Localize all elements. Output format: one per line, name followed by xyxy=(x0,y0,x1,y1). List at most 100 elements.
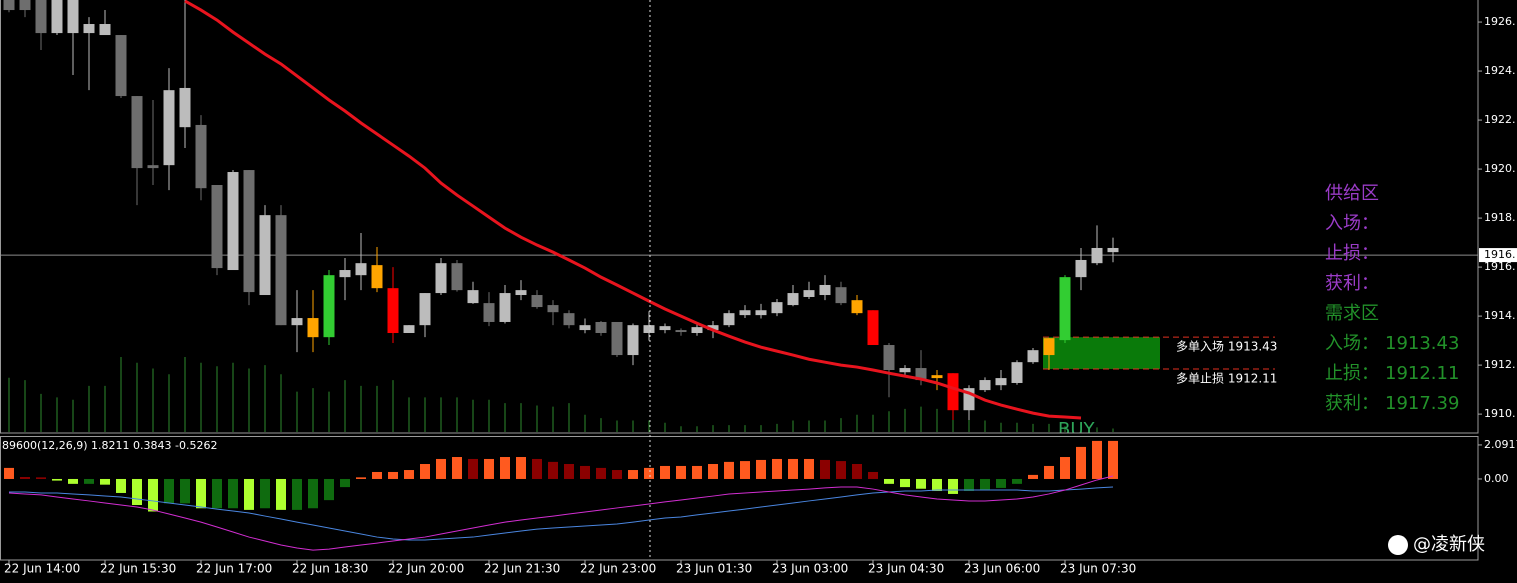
macd-bar xyxy=(516,457,526,479)
x-tick-label: 22 Jun 18:30 xyxy=(292,562,368,576)
candle-body xyxy=(35,0,47,34)
candle-body xyxy=(899,368,911,373)
candle-body xyxy=(547,305,559,313)
candle-body xyxy=(115,35,127,97)
supply-entry: 入场： xyxy=(1325,213,1379,234)
macd-bar xyxy=(628,470,638,479)
macd-bar xyxy=(340,478,350,488)
candle-body xyxy=(819,284,831,296)
candle-body xyxy=(883,345,895,371)
x-tick-label: 23 Jun 07:30 xyxy=(1060,562,1136,576)
macd-bar xyxy=(308,478,318,509)
macd-bar xyxy=(276,478,286,510)
macd-bar xyxy=(404,470,414,479)
demand-stop: 止损： xyxy=(1325,363,1379,384)
macd-bar xyxy=(116,478,126,493)
x-tick-label: 22 Jun 17:00 xyxy=(196,562,272,576)
macd-bar xyxy=(212,478,222,509)
demand-stop-value: 1912.11 xyxy=(1385,363,1459,384)
y-tick-label: 1918. xyxy=(1484,211,1516,224)
macd-bar xyxy=(852,464,862,479)
candle-body xyxy=(163,90,175,166)
macd-bar xyxy=(868,471,878,479)
macd-bar xyxy=(180,478,190,504)
candle-body xyxy=(499,293,511,322)
x-tick-label: 23 Jun 03:00 xyxy=(772,562,848,576)
macd-bar xyxy=(788,458,798,479)
supply-title: 供给区 xyxy=(1325,183,1379,204)
macd-bar xyxy=(1028,474,1038,479)
candle-body xyxy=(339,270,351,278)
candle-body xyxy=(803,290,815,297)
macd-bar xyxy=(724,461,734,479)
macd-bar xyxy=(356,477,366,479)
entry-label: 多单入场 1913.43 xyxy=(1176,340,1277,354)
watermark-icon xyxy=(1388,535,1408,555)
watermark: @凌新侠 xyxy=(1413,534,1485,555)
candle-body xyxy=(403,325,415,334)
candle-body xyxy=(83,24,95,34)
candle-body xyxy=(755,310,767,316)
candle-body xyxy=(227,172,239,271)
macd-bar xyxy=(612,470,622,479)
macd-bar xyxy=(68,478,78,484)
candle-body xyxy=(3,0,15,11)
demand-entry-value: 1913.43 xyxy=(1385,333,1459,354)
macd-bar xyxy=(964,478,974,492)
macd-bar xyxy=(676,465,686,479)
macd-bar xyxy=(596,467,606,479)
macd-bar xyxy=(20,477,30,479)
macd-bar xyxy=(372,471,382,479)
candle-body xyxy=(675,330,687,333)
macd-line xyxy=(9,486,1114,541)
supply-target: 获利： xyxy=(1325,273,1379,294)
macd-bar xyxy=(548,461,558,479)
y-tick-label: 1924. xyxy=(1484,64,1516,77)
macd-bar xyxy=(420,464,430,479)
candle-body xyxy=(531,295,543,308)
macd-bar xyxy=(1076,446,1086,479)
macd-bar xyxy=(948,478,958,494)
candle-body xyxy=(1059,277,1071,341)
candle-body xyxy=(1091,247,1103,264)
macd-bar xyxy=(452,457,462,479)
macd-bar xyxy=(52,478,62,481)
macd-bar xyxy=(660,465,670,479)
macd-bar xyxy=(644,467,654,479)
demand-entry: 入场： xyxy=(1325,333,1379,354)
candle-body xyxy=(467,290,479,304)
candle-body xyxy=(851,300,863,314)
macd-bar xyxy=(260,478,270,509)
candle-body xyxy=(771,302,783,314)
macd-bar xyxy=(772,458,782,479)
macd-bar xyxy=(388,471,398,479)
candle-body xyxy=(979,380,991,391)
y-tick-label: 1914. xyxy=(1484,309,1516,322)
macd-bar xyxy=(1060,457,1070,479)
candle-body xyxy=(563,313,575,326)
candle-body xyxy=(595,321,607,334)
x-tick-label: 23 Jun 06:00 xyxy=(964,562,1040,576)
y-tick-label: 1926. xyxy=(1484,15,1516,28)
candle-body xyxy=(739,310,751,316)
zone-annotations: 供给区 入场： 止损： 获利： 需求区 入场： 1913.43 止损： 1912… xyxy=(1325,183,1459,414)
candle-body xyxy=(19,0,31,11)
macd-bar xyxy=(244,478,254,510)
macd-title: 89600(12,26,9) 1.8211 0.3843 -0.5262 xyxy=(2,439,218,452)
macd-bar xyxy=(1092,440,1102,479)
macd-bar xyxy=(228,478,238,509)
candle-body xyxy=(707,325,719,331)
candle-body xyxy=(931,375,943,379)
macd-bar xyxy=(932,478,942,492)
candle-body xyxy=(691,327,703,334)
macd-bar xyxy=(836,461,846,479)
candle-body xyxy=(67,0,79,34)
x-tick-label: 22 Jun 14:00 xyxy=(4,562,80,576)
candle-body xyxy=(291,318,303,326)
y-tick-label: 1910. xyxy=(1484,407,1516,420)
candle-body xyxy=(611,321,623,356)
macd-line xyxy=(8,475,1114,551)
